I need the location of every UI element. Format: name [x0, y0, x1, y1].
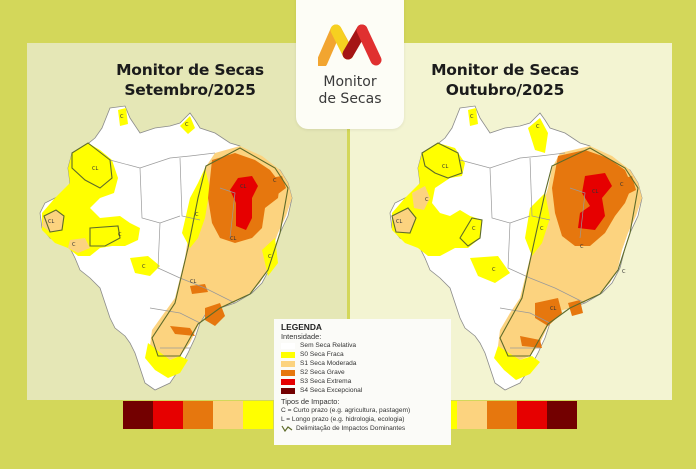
- svg-text:CL: CL: [396, 219, 402, 225]
- legend-title: LEGENDA: [281, 322, 322, 332]
- svg-text:C: C: [622, 269, 626, 275]
- svg-text:CL: CL: [230, 236, 236, 242]
- svg-text:C: C: [72, 242, 76, 248]
- color-strip-right: [427, 401, 577, 429]
- monitor-de-secas-logo: Monitor de Secas: [296, 0, 404, 129]
- svg-text:C: C: [268, 254, 272, 260]
- svg-text:C: C: [540, 226, 544, 232]
- svg-text:CL: CL: [550, 306, 556, 312]
- color-strip-left: [123, 401, 273, 429]
- svg-text:C: C: [472, 226, 476, 232]
- svg-text:CL: CL: [92, 166, 98, 172]
- map-legend: LEGENDA Intensidade: Sem Seca Relativa S…: [274, 319, 451, 445]
- legend-item-s3: S3 Seca Extrema: [281, 377, 351, 386]
- svg-text:C: C: [185, 122, 189, 128]
- swatch-s4: [123, 401, 153, 429]
- svg-text:C: C: [492, 267, 496, 273]
- swatch-s1: [457, 401, 487, 429]
- swatch-s2: [183, 401, 213, 429]
- brazil-drought-map-outubro: C C CL CL C C C C CL C C C CL: [389, 105, 643, 391]
- svg-text:C: C: [120, 114, 124, 120]
- legend-swatch: [281, 360, 295, 367]
- swatch-s0: [243, 401, 273, 429]
- svg-text:C: C: [536, 124, 540, 130]
- legend-swatch: [281, 342, 295, 349]
- swatch-s3: [153, 401, 183, 429]
- legend-impact-long: L = Longo prazo (e.g. hidrologia, ecolog…: [281, 416, 405, 423]
- logo-m-icon: [318, 24, 382, 66]
- map-title-setembro: Monitor de Secas Setembro/2025: [116, 61, 264, 99]
- svg-text:C: C: [470, 114, 474, 120]
- svg-text:CL: CL: [240, 184, 246, 190]
- legend-item-s0: S0 Seca Fraca: [281, 350, 344, 359]
- legend-item-s2: S2 Seca Grave: [281, 368, 345, 377]
- swatch-s3: [517, 401, 547, 429]
- svg-text:C: C: [620, 182, 624, 188]
- map-panel-setembro: Monitor de Secas Setembro/2025: [27, 43, 347, 400]
- legend-swatch: [281, 351, 295, 358]
- swatch-s1: [213, 401, 243, 429]
- legend-swatch: [281, 387, 295, 394]
- swatch-s4: [547, 401, 577, 429]
- svg-text:C: C: [195, 212, 199, 218]
- legend-item-s4: S4 Seca Excepcional: [281, 386, 362, 395]
- svg-text:C: C: [273, 178, 277, 184]
- swatch-s2: [487, 401, 517, 429]
- svg-text:C: C: [580, 244, 584, 250]
- legend-swatch: [281, 369, 295, 376]
- boundary-line-icon: [281, 425, 293, 432]
- svg-text:C: C: [425, 197, 429, 203]
- svg-text:C: C: [118, 232, 122, 238]
- svg-text:CL: CL: [442, 164, 448, 170]
- legend-impact-short: C = Curto prazo (e.g. agricultura, pasta…: [281, 407, 411, 414]
- legend-impact-heading: Tipos de Impacto:: [281, 397, 340, 406]
- legend-item-none: Sem Seca Relativa: [281, 341, 356, 350]
- svg-text:CL: CL: [190, 279, 196, 285]
- svg-text:CL: CL: [592, 189, 598, 195]
- legend-intensity-heading: Intensidade:: [281, 332, 322, 341]
- svg-text:C: C: [142, 264, 146, 270]
- brazil-drought-map-setembro: C C CL CL C C C C CL CL C C CL: [39, 105, 293, 391]
- legend-item-s1: S1 Seca Moderada: [281, 359, 356, 368]
- legend-impact-boundary: Delimitação de Impactos Dominantes: [281, 424, 405, 433]
- svg-text:CL: CL: [48, 219, 54, 225]
- legend-swatch: [281, 378, 295, 385]
- map-title-outubro: Monitor de Secas Outubro/2025: [431, 61, 579, 99]
